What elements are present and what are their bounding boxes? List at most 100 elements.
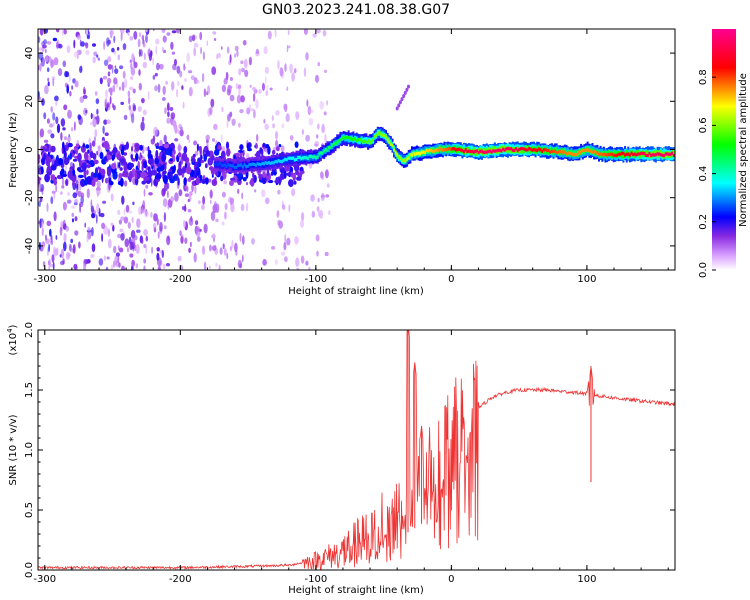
heatmap-ridge-cell (550, 149, 553, 153)
heatmap-noise-cell (240, 203, 245, 212)
heatmap-noise-cell (102, 75, 108, 80)
heatmap-ridge-cell (298, 155, 301, 159)
heatmap-noise-cell (111, 154, 115, 161)
heatmap-noise-cell (178, 123, 182, 129)
heatmap-noise-cell (174, 124, 178, 134)
heatmap-noise-cell (206, 139, 209, 144)
heatmap-ridge-cell (646, 153, 649, 158)
snr-spikes (407, 330, 592, 533)
heatmap-noise-cell (251, 238, 255, 245)
heatmap-ridge-cell (476, 149, 478, 157)
heatmap-noise-cell (246, 202, 249, 212)
heatmap-noise-cell (284, 233, 287, 244)
heatmap-noise-cell (143, 52, 146, 61)
svg-text:(x104): (x104) (6, 324, 19, 355)
y-tick-label: 0.0 (24, 562, 35, 578)
heatmap-noise-cell (44, 84, 49, 95)
heatmap-noise-cell (41, 98, 45, 106)
heatmap-noise-cell (161, 250, 164, 258)
heatmap-ridge-cell (492, 149, 495, 153)
heatmap-ridge-cell (495, 149, 498, 153)
heatmap-ridge-cell (515, 147, 518, 151)
heatmap-noise-cell (109, 29, 114, 36)
y-tick-label: 2.0 (24, 322, 35, 338)
heatmap-noise-cell (183, 205, 187, 212)
heatmap-noise-cell (253, 174, 257, 183)
heatmap-ridge-cell (263, 162, 265, 166)
heatmap-noise-cell (177, 167, 183, 176)
heatmap-noise-cell (220, 150, 226, 159)
heatmap-noise-cell (94, 135, 96, 143)
heatmap-noise-cell (140, 49, 143, 57)
heatmap-noise-cell (238, 122, 241, 128)
heatmap-noise-cell (85, 164, 92, 168)
heatmap-noise-cell (266, 84, 269, 91)
heatmap-noise-cell (120, 265, 126, 270)
heatmap-noise-cell (130, 67, 136, 76)
heatmap-noise-cell (145, 184, 149, 189)
heatmap-noise-cell (310, 194, 315, 202)
heatmap-noise-cell (74, 121, 76, 131)
heatmap-noise-cell (226, 120, 229, 128)
heatmap-noise-cell (99, 152, 104, 160)
heatmap-noise-cell (121, 195, 125, 205)
heatmap-ridge-cell (308, 155, 311, 162)
heatmap-ridge-cell (659, 153, 662, 157)
heatmap-noise-cell (147, 149, 152, 155)
heatmap-ridge-cell (396, 153, 399, 157)
heatmap-noise-cell (199, 31, 203, 41)
heatmap-noise-cell (282, 204, 286, 210)
heatmap-noise-cell (242, 177, 247, 182)
heatmap-ridge-cell (243, 163, 246, 170)
heatmap-noise-cell (263, 118, 266, 124)
heatmap-noise-cell (104, 132, 109, 136)
heatmap-noise-cell (67, 136, 71, 143)
heatmap-ridge-cell (490, 150, 493, 154)
heatmap-ridge-cell (350, 137, 353, 142)
heatmap-noise-cell (207, 85, 211, 95)
heatmap-ridge-cell (428, 148, 431, 152)
heatmap-noise-cell (150, 138, 155, 145)
heatmap-noise-cell (142, 109, 147, 116)
heatmap-noise-cell (38, 96, 41, 101)
heatmap-ridge-cell (342, 135, 345, 139)
heatmap-ridge-cell (648, 152, 651, 156)
y-tick-label: -40 (24, 238, 35, 254)
heatmap-noise-cell (179, 230, 182, 237)
heatmap-ridge-cell (469, 149, 472, 154)
heatmap-noise-cell (261, 176, 267, 185)
heatmap-noise-cell (67, 252, 71, 257)
heatmap-ridge-cell (614, 150, 617, 157)
heatmap-noise-cell (38, 154, 41, 161)
heatmap-noise-cell (241, 67, 245, 73)
heatmap-noise-cell (108, 163, 111, 172)
heatmap-noise-cell (184, 237, 188, 244)
heatmap-ridge-cell (402, 94, 406, 98)
heatmap-noise-cell (275, 139, 279, 148)
heatmap-noise-cell (136, 218, 141, 229)
heatmap-noise-cell (130, 154, 134, 160)
heatmap-noise-cell (153, 126, 158, 137)
heatmap-noise-cell (63, 29, 67, 35)
heatmap-ridge-cell (651, 153, 654, 157)
heatmap-noise-cell (328, 210, 331, 216)
heatmap-noise-cell (38, 200, 41, 207)
heatmap-noise-cell (210, 211, 216, 221)
heatmap-ridge-cell (375, 133, 378, 137)
heatmap-noise-cell (86, 169, 89, 176)
heatmap-ridge-cell (520, 147, 522, 151)
heatmap-ridge-cell (215, 162, 218, 166)
heatmap-noise-cell (108, 177, 112, 185)
heatmap-noise-cell (56, 123, 61, 134)
heatmap-noise-cell (155, 38, 160, 45)
heatmap-noise-cell (290, 174, 296, 178)
heatmap-noise-cell (161, 46, 164, 52)
heatmap-ridge-cell (378, 130, 381, 134)
heatmap-noise-cell (106, 256, 110, 260)
heatmap-noise-cell (123, 164, 128, 172)
heatmap-ridge-cell (341, 136, 343, 140)
heatmap-noise-cell (103, 255, 106, 261)
heatmap-ridge-cell (290, 156, 293, 160)
heatmap-noise-cell (139, 32, 141, 37)
heatmap-noise-cell (269, 87, 273, 91)
